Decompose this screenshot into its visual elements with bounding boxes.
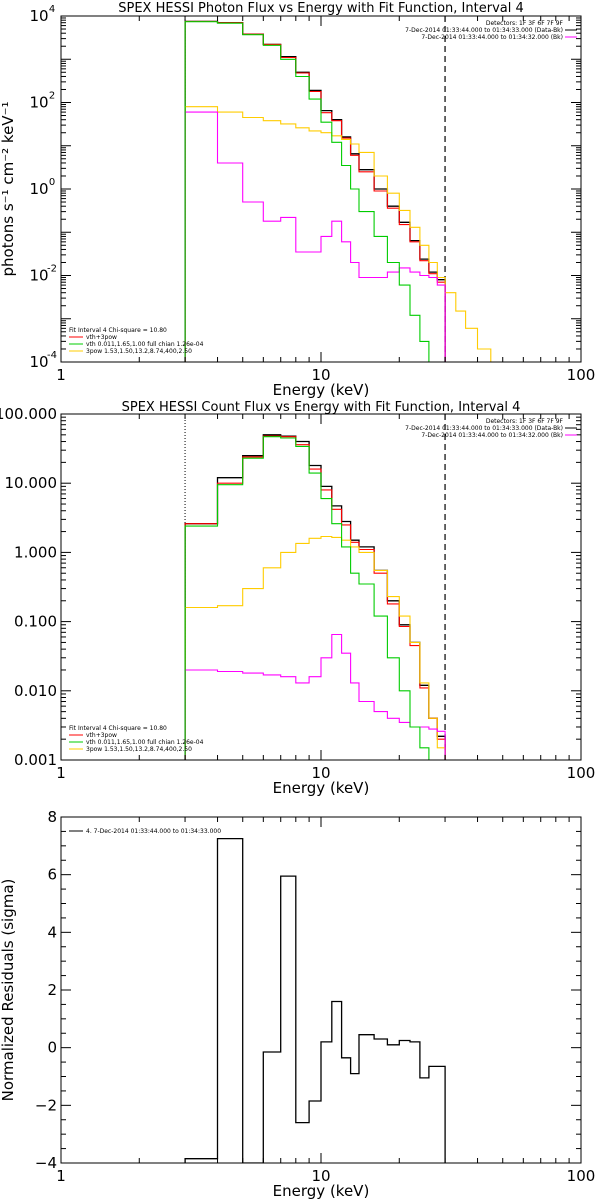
y-tick-exponent: 2 — [49, 91, 55, 102]
fit-legend-text: vth+3pow — [86, 334, 117, 341]
header-line: Detectors: 1F 3F 6F 7F 9F — [486, 418, 564, 425]
chart-title: SPEX HESSI Count Flux vs Energy with Fit… — [122, 400, 521, 415]
header-line: Detectors: 1F 3F 6F 7F 9F — [486, 20, 564, 27]
fit-legend-text: 3pow 1.53,1.50,13.2,8.74,400,2.50 — [86, 348, 192, 355]
series-data-line — [184, 837, 446, 1163]
series-vth-line — [184, 21, 438, 362]
series-total-line — [184, 20, 446, 362]
x-tick-label: 100 — [567, 764, 596, 782]
header-line: 7-Dec-2014 01:33:44.000 to 01:34:32.000 … — [421, 34, 563, 41]
y-tick-label: −4 — [35, 1154, 57, 1172]
fit-legend-text: vth+3pow — [86, 732, 117, 739]
y-tick-label: 10 — [29, 180, 48, 198]
x-tick-label: 10 — [311, 1167, 330, 1185]
y-tick-label: 0 — [47, 1039, 57, 1057]
x-tick-label: 100 — [567, 366, 596, 384]
y-tick-exponent: 4 — [49, 4, 55, 15]
series-bk-line — [184, 633, 446, 760]
series-bk-line — [184, 111, 446, 362]
y-tick-label: 6 — [47, 866, 57, 884]
plot-frame — [60, 15, 582, 363]
y-tick-label: 10.000 — [5, 474, 58, 492]
y-tick-exponent: -4 — [47, 350, 57, 361]
y-tick-exponent: -2 — [47, 264, 57, 275]
count-flux-panel: 1 10 100 0.001 0.010 0.100 1.000 10.000 100.000 S… — [0, 400, 595, 797]
y-tick-label: −2 — [35, 1096, 57, 1114]
y-tick-label: 2 — [47, 981, 57, 999]
series-pow-line — [184, 106, 503, 362]
y-tick-label: 0.100 — [14, 613, 57, 631]
fit-legend-text: vth 0.011,1.65,1.00 full chian 1.26e-04 — [86, 739, 204, 746]
fit-legend-text: vth 0.011,1.65,1.00 full chian 1.26e-04 — [86, 341, 204, 348]
y-tick-label: 10 — [29, 7, 48, 25]
x-tick-label: 1 — [56, 366, 66, 384]
fit-legend-text: Fit Interval 4 Chi-square = 10.80 — [69, 327, 167, 334]
y-tick-label: 0.010 — [14, 682, 57, 700]
y-axis-label: photons s⁻¹ cm⁻² keV⁻¹ — [0, 102, 17, 277]
y-tick-label: 10 — [29, 94, 48, 112]
x-axis-label: Energy (keV) — [273, 381, 370, 399]
residual-legend-text: 4. 7-Dec-2014 01:33:44.000 to 01:34:33.0… — [86, 828, 221, 835]
series-vth-line — [184, 436, 438, 760]
x-tick-label: 10 — [311, 366, 330, 384]
x-tick-label: 10 — [311, 764, 330, 782]
header-line: 7-Dec-2014 01:33:44.000 to 01:34:32.000 … — [421, 432, 563, 439]
plot-frame — [60, 816, 582, 1164]
chart-title: SPEX HESSI Photon Flux vs Energy with Fi… — [118, 1, 524, 16]
y-tick-label: 10 — [29, 267, 48, 285]
fit-legend-text: Fit Interval 4 Chi-square = 10.80 — [69, 725, 167, 732]
x-tick-label: 100 — [567, 1167, 596, 1185]
residuals-panel: 1 10 100 −4 −2 0 2 4 6 8 Energy (keV) Normalized Re… — [0, 808, 595, 1200]
series-data-line — [184, 20, 446, 362]
y-tick-exponent: 0 — [49, 177, 55, 188]
y-tick-label: 1.000 — [14, 543, 57, 561]
x-tick-label: 1 — [56, 764, 66, 782]
y-axis-label: Normalized Residuals (sigma) — [0, 879, 17, 1102]
header-line: 7-Dec-2014 01:33:44.000 to 01:34:33.000 … — [405, 425, 563, 432]
header-line: 7-Dec-2014 01:33:44.000 to 01:34:33.000 … — [405, 27, 563, 34]
x-axis-label: Energy (keV) — [273, 1182, 370, 1200]
y-tick-label: 0.001 — [14, 751, 57, 769]
y-tick-label: 8 — [47, 808, 57, 826]
fit-legend-text: 3pow 1.53,1.50,13.2,8.74,400,2.50 — [86, 746, 192, 753]
x-axis-label: Energy (keV) — [273, 779, 370, 797]
y-tick-label: 10 — [29, 353, 48, 371]
y-tick-label: 4 — [47, 923, 57, 941]
y-tick-label: 100.000 — [0, 405, 57, 423]
series-pow-line — [184, 535, 446, 760]
x-tick-label: 1 — [56, 1167, 66, 1185]
